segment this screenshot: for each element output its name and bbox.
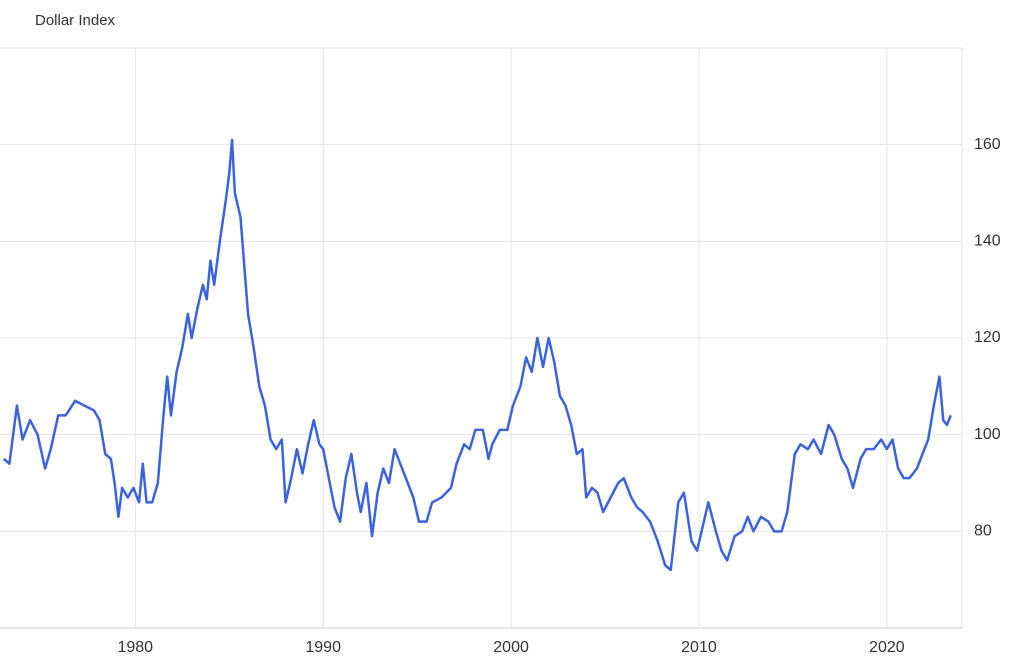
line [2, 138, 952, 572]
x-tick-label: 2000 [493, 639, 529, 656]
y-tick-label: 140 [974, 233, 1001, 250]
x-tick-label: 2020 [869, 639, 905, 656]
y-tick-label: 120 [974, 329, 1001, 346]
y-tick-label: 160 [974, 136, 1001, 153]
y-tick-label: 80 [974, 523, 992, 540]
x-tick-label: 2010 [681, 639, 717, 656]
y-tick-label: 100 [974, 426, 1001, 443]
x-tick-label: 1980 [117, 639, 153, 656]
x-tick-label: 1990 [305, 639, 341, 656]
chart-title: Dollar Index [35, 12, 116, 29]
